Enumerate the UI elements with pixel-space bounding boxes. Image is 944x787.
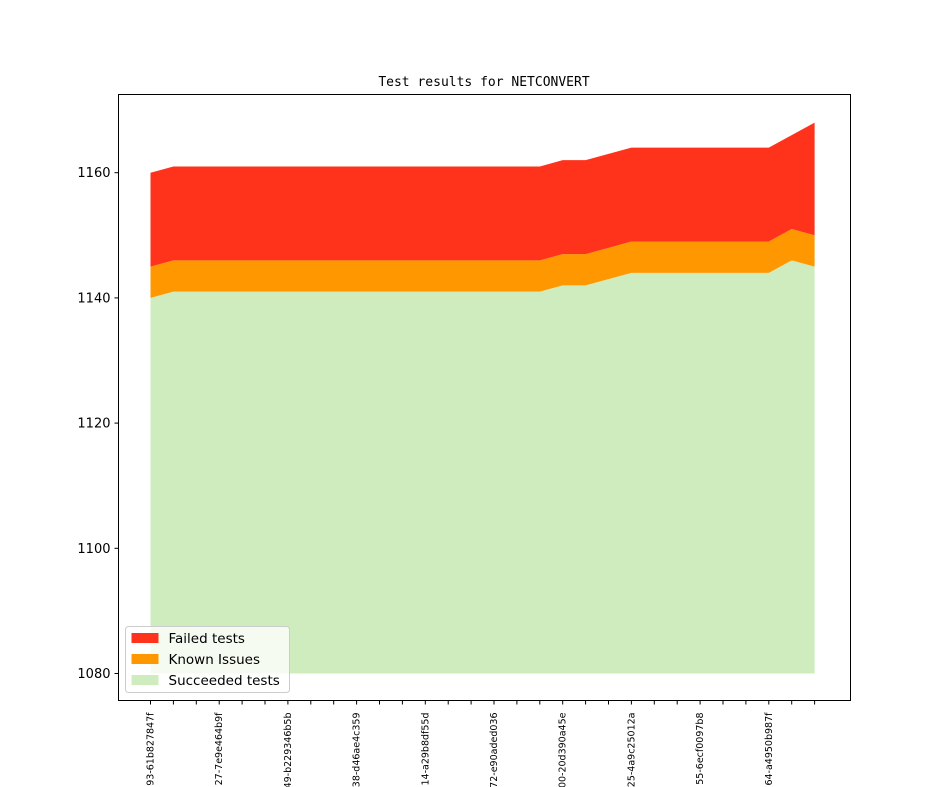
legend: Failed tests Known Issues Succeeded tests [125, 626, 290, 693]
legend-swatch-succeeded-tests [131, 675, 159, 685]
legend-frame [125, 626, 290, 693]
area-failed-tests [150, 122, 815, 267]
chart-title: Test results for NETCONVERT [378, 75, 589, 90]
x-tick-label: 72-e90aded036 [489, 713, 500, 787]
area-series-group [150, 122, 815, 674]
y-tick-label: 1140 [77, 291, 110, 306]
x-tick-label: 55-6ecf0097b8 [695, 713, 706, 785]
y-tick-label: 1160 [77, 166, 110, 181]
y-tick-label: 1080 [77, 667, 110, 682]
legend-swatch-failed-tests [131, 633, 159, 643]
x-tick-label: 00-20d390a45e [558, 712, 569, 787]
x-tick-label: 93-61b827847f [146, 712, 157, 786]
x-tick-label: 49-b229346b5b [283, 713, 294, 787]
legend-label-failed-tests: Failed tests [169, 631, 245, 647]
legend-swatch-known-issues [131, 654, 159, 664]
area-succeeded-tests [150, 260, 815, 674]
y-tick-label: 1120 [77, 417, 110, 432]
x-tick-label: 38-d46ae4c359 [352, 713, 363, 787]
x-tick-label: 27-7e9e464b9f [214, 712, 225, 786]
area-known-issues [150, 229, 815, 298]
x-tick-label: 25-4a9c25012a [626, 713, 637, 787]
y-axis: 1080 1100 1120 1140 1160 [77, 166, 119, 682]
legend-label-succeeded-tests: Succeeded tests [169, 673, 280, 689]
legend-label-known-issues: Known Issues [169, 652, 261, 668]
y-tick-label: 1100 [77, 542, 110, 557]
x-axis: 93-61b827847f 27-7e9e464b9f 49-b229346b5b 3… [146, 700, 816, 787]
x-tick-label: 14-a29b8df55d [420, 713, 431, 786]
x-tick-label: 64-a4950b987f [764, 712, 775, 786]
plot-frame [118, 94, 851, 701]
